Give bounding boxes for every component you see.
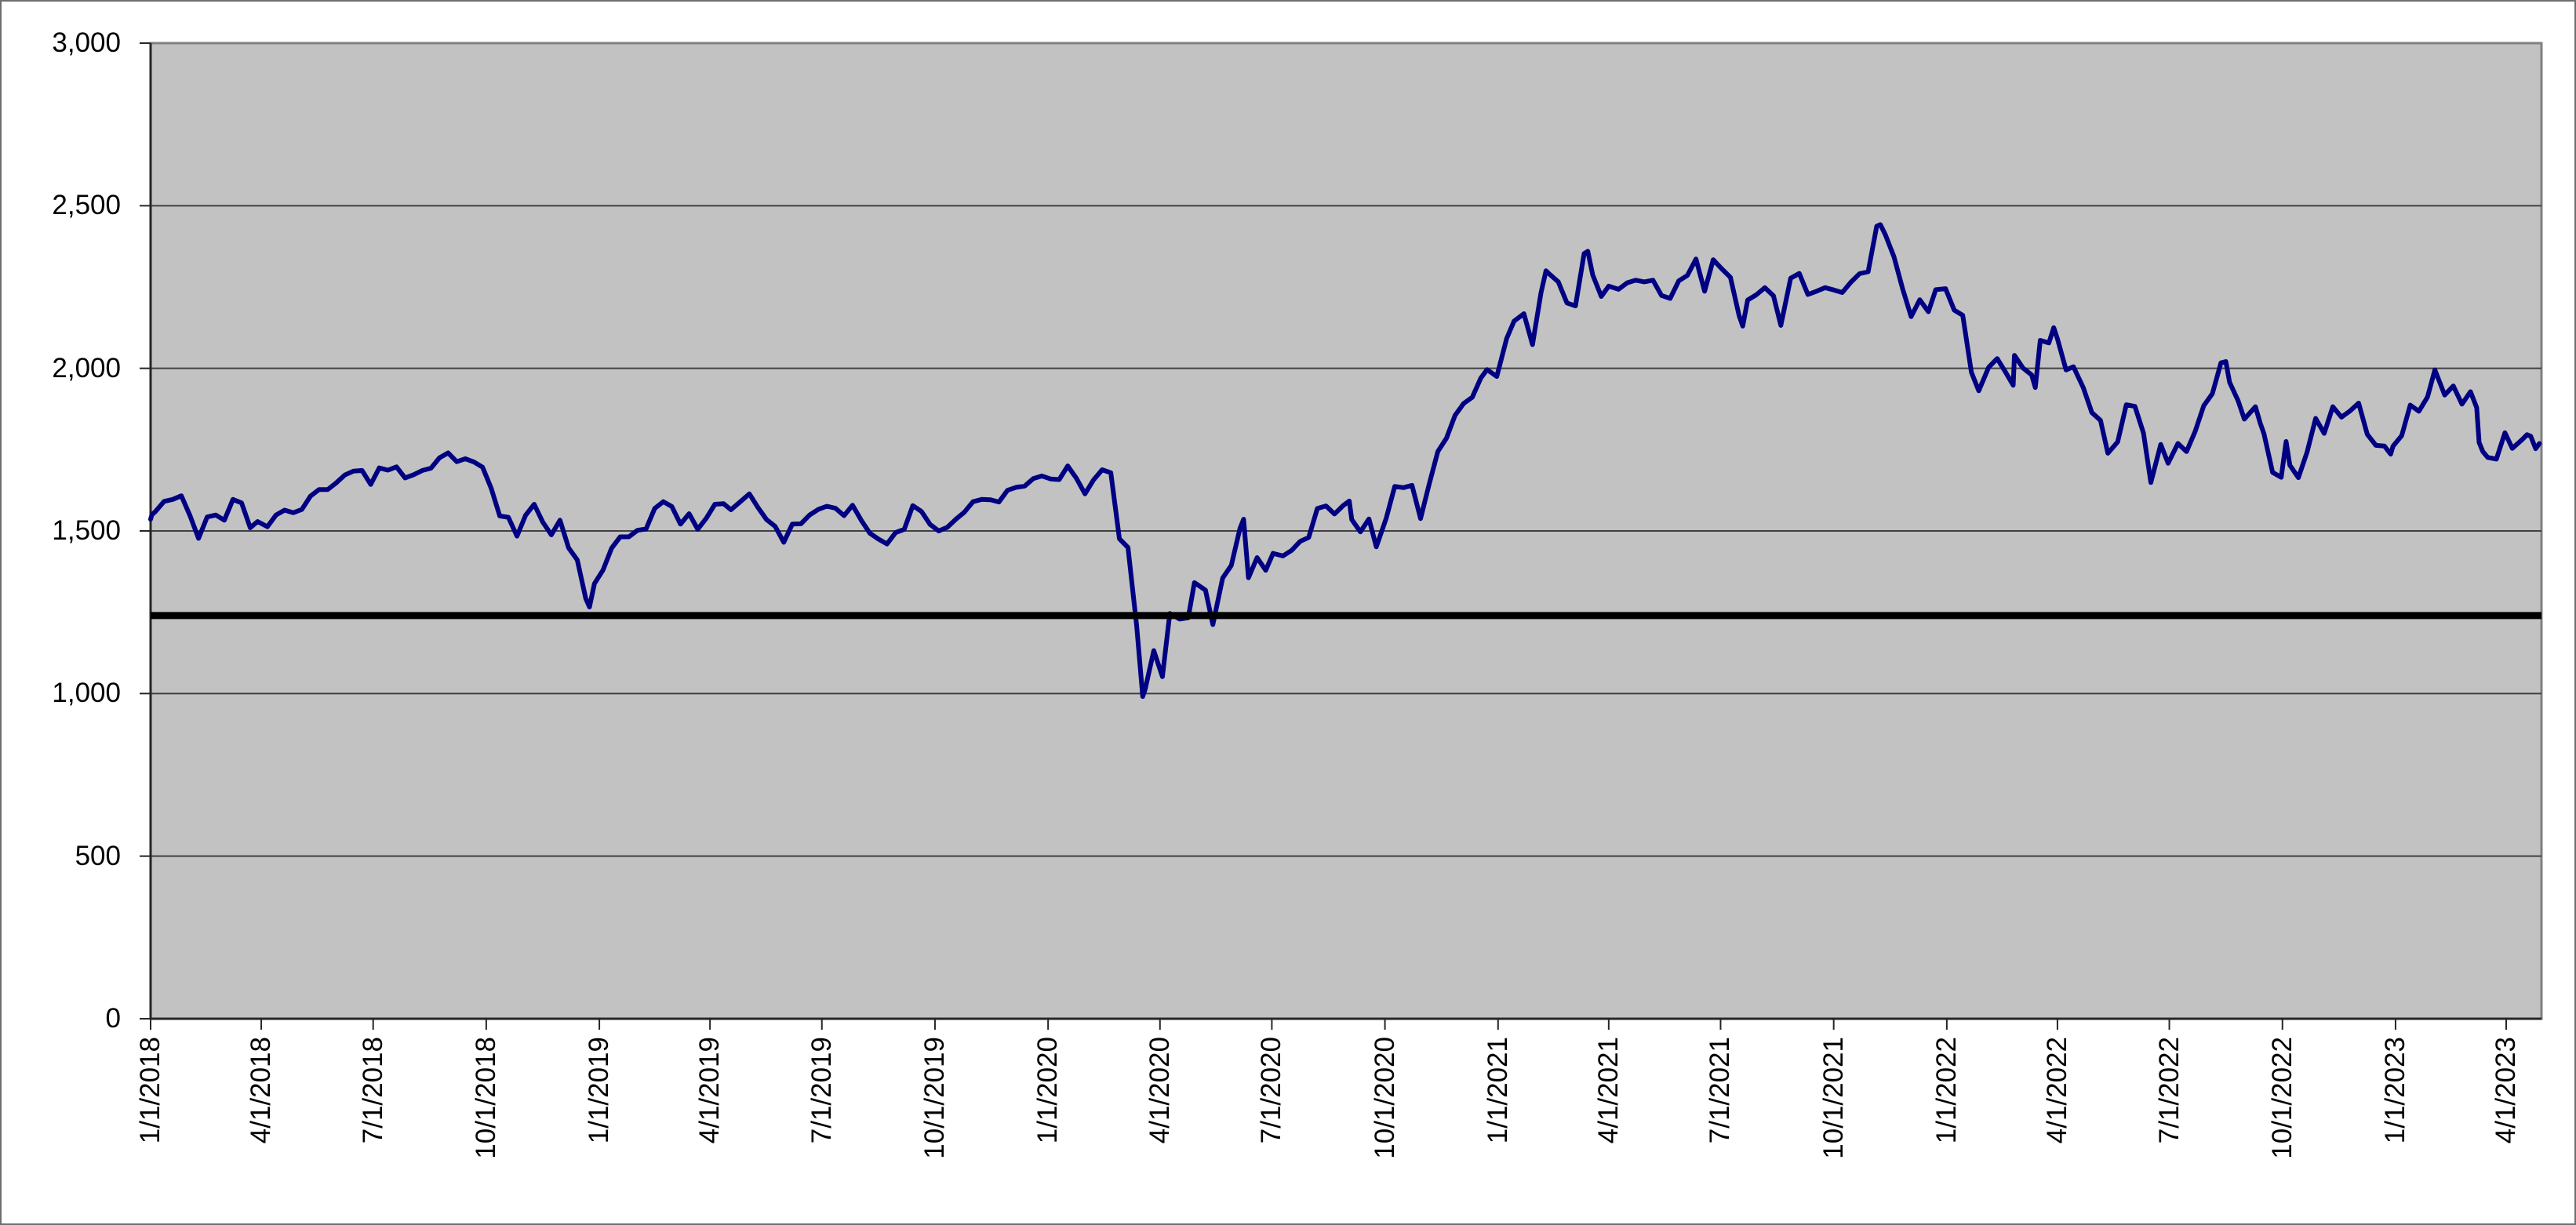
x-tick-label: 4/1/2020 (1144, 1037, 1175, 1144)
x-tick-label: 10/1/2019 (919, 1037, 950, 1159)
series-line (148, 222, 2542, 700)
x-tick-label: 7/1/2018 (357, 1037, 388, 1144)
x-tick-label: 1/1/2022 (1930, 1037, 1962, 1144)
x-tick-label: 1/1/2018 (135, 1037, 166, 1144)
x-tick-label: 7/1/2020 (1256, 1037, 1287, 1144)
x-tick-label: 4/1/2023 (2490, 1037, 2521, 1144)
y-tick-label: 1,000 (52, 678, 121, 709)
x-tick-label: 7/1/2021 (1705, 1037, 1736, 1144)
x-tick-label: 4/1/2019 (694, 1037, 726, 1144)
x-tick-label: 4/1/2021 (1592, 1037, 1624, 1144)
x-tick-label: 1/1/2023 (2379, 1037, 2410, 1144)
x-tick-label: 1/1/2021 (1482, 1037, 1513, 1144)
x-tick-label: 10/1/2020 (1369, 1037, 1400, 1159)
x-tick-label: 7/1/2022 (2153, 1037, 2185, 1144)
y-tick-label: 2,000 (52, 352, 121, 383)
x-tick-label: 10/1/2018 (470, 1037, 501, 1159)
x-tick-label: 4/1/2018 (246, 1037, 277, 1144)
x-tick-label: 1/1/2020 (1032, 1037, 1064, 1144)
y-tick-label: 2,500 (52, 190, 121, 221)
y-tick-label: 500 (75, 840, 121, 871)
y-tick-label: 1,500 (52, 515, 121, 546)
x-tick-label: 7/1/2019 (806, 1037, 837, 1144)
x-tick-label: 10/1/2022 (2266, 1037, 2298, 1159)
x-tick-label: 1/1/2019 (584, 1037, 615, 1144)
x-tick-label: 10/1/2021 (1817, 1037, 1849, 1159)
x-tick-label: 4/1/2022 (2041, 1037, 2072, 1144)
y-tick-label: 3,000 (52, 27, 121, 58)
y-tick-label: 0 (105, 1003, 121, 1034)
